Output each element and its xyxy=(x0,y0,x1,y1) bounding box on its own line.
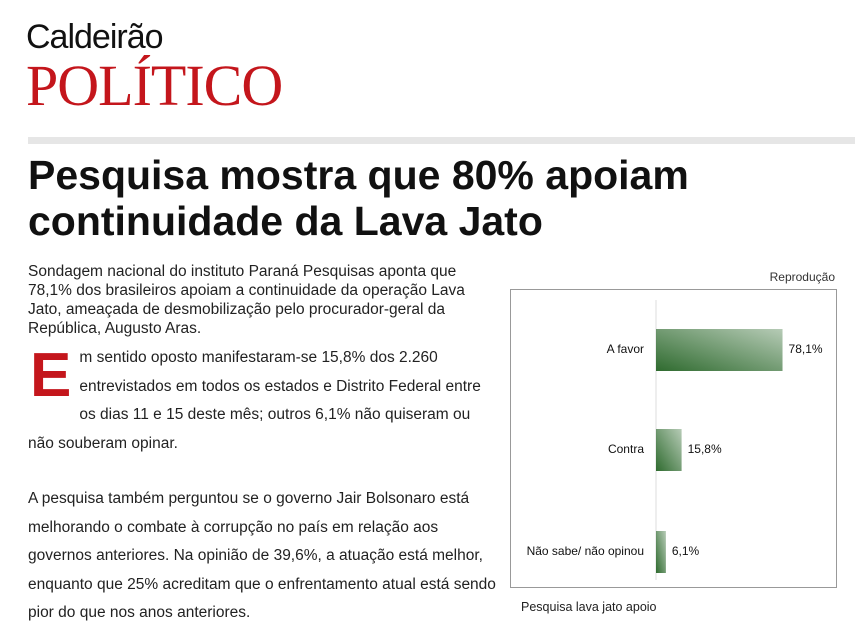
value-label: 78,1% xyxy=(789,342,823,356)
divider xyxy=(28,137,855,144)
category-label: Contra xyxy=(608,442,644,456)
logo-top[interactable]: Caldeirão xyxy=(26,18,164,56)
bar xyxy=(656,329,783,371)
logo-bottom[interactable]: POLÍTICO xyxy=(26,53,283,118)
chart-frame: A favor 78,1% Contra 15,8% Não sabe/ não opi… xyxy=(510,289,837,588)
figure-caption: Pesquisa lava jato apoio xyxy=(521,600,657,614)
paragraph: A pesquisa também perguntou se o governo… xyxy=(28,490,496,621)
value-label: 6,1% xyxy=(672,544,700,558)
bar xyxy=(656,429,682,471)
article-title: Pesquisa mostra que 80% apoiam continuid… xyxy=(28,152,689,244)
image-credit: Reprodução xyxy=(769,270,835,284)
category-label: A favor xyxy=(607,342,644,356)
value-label: 15,8% xyxy=(688,442,722,456)
paragraph: Em sentido oposto manifestaram-se 15,8% … xyxy=(28,341,481,452)
bar xyxy=(656,531,666,573)
chart: A favor 78,1% Contra 15,8% Não sabe/ não opi… xyxy=(527,300,823,580)
category-label: Não sabe/ não opinou xyxy=(527,544,644,558)
lead: Sondagem nacional do instituto Paraná Pe… xyxy=(28,263,465,337)
